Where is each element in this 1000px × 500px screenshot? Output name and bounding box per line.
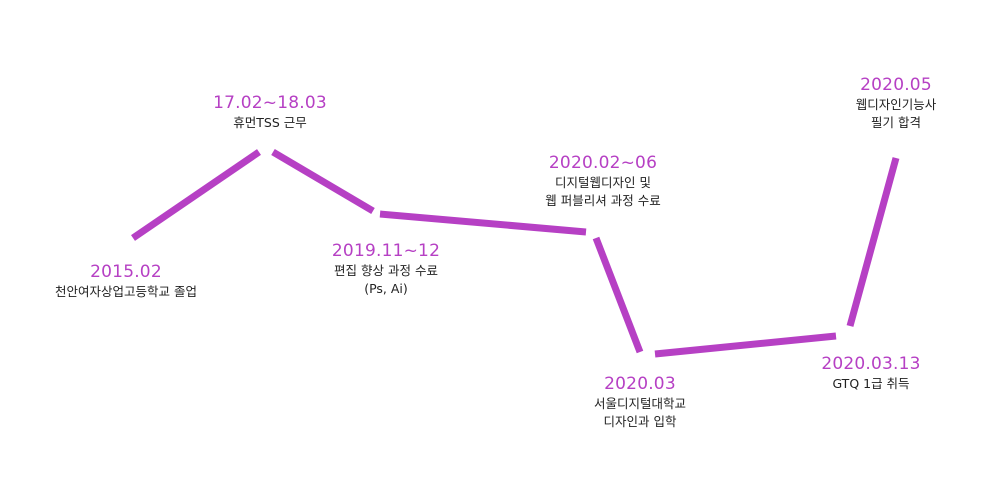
milestone-17-02-18-03: 17.02~18.03 휴먼TSS 근무 [170,92,370,132]
milestone-desc-line: GTQ 1급 취득 [832,376,910,391]
milestone-2020-03: 2020.03 서울디지털대학교 디자인과 입학 [540,373,740,431]
line-segments [131,148,900,358]
segment-2020-02-to-2020-03 [592,236,644,354]
milestone-desc-line: 웹 퍼블리셔 과정 수료 [545,193,661,208]
milestone-2019-11-12: 2019.11~12 편집 향상 과정 수료 (Ps, Ai) [286,240,486,298]
milestone-desc-line: 휴먼TSS 근무 [233,115,307,130]
milestone-date: 17.02~18.03 [213,93,327,113]
milestone-2020-03-13: 2020.03.13 GTQ 1급 취득 [771,353,971,393]
segment-2015-to-17 [131,149,261,241]
milestone-desc-line: 웹디자인기능사 [855,97,937,112]
milestone-desc-line: 천안여자상업고등학교 졸업 [55,284,197,299]
milestone-date: 2020.03.13 [821,354,921,374]
milestone-desc-line: 서울디지털대학교 [593,396,686,411]
segment-2020-03-13-to-2020-05 [846,157,900,327]
milestone-date: 2020.02~06 [548,153,658,173]
milestone-desc-line: 필기 합격 [871,115,921,130]
milestone-date: 2020.05 [860,75,932,95]
segment-2020-03-to-2020-03-13 [654,332,837,358]
segment-2019-to-2020-02 [379,210,587,236]
milestone-desc-line: 디자인과 입학 [603,414,677,429]
milestone-date: 2020.03 [604,374,676,394]
milestone-date: 2019.11~12 [331,241,441,261]
milestone-2015-02: 2015.02 천안여자상업고등학교 졸업 [26,261,226,301]
milestone-2020-05: 2020.05 웹디자인기능사 필기 합격 [796,74,996,132]
segment-17-to-2019 [271,148,375,215]
milestone-desc-line: 디지털웹디자인 및 [555,175,651,190]
milestone-date: 2015.02 [90,262,162,282]
milestone-desc-line: 편집 향상 과정 수료 [334,263,438,278]
milestone-desc-line: (Ps, Ai) [364,281,408,296]
milestone-2020-02-06: 2020.02~06 디지털웹디자인 및 웹 퍼블리셔 과정 수료 [503,152,703,210]
